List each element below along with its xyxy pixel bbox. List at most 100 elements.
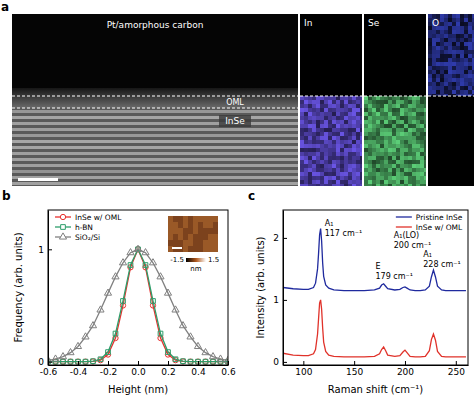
map-pixel	[332, 156, 336, 160]
map-pixel	[400, 132, 404, 136]
map-pixel	[440, 46, 444, 50]
map-pixel	[420, 180, 424, 184]
map-pixel	[396, 128, 400, 132]
map-pixel	[372, 144, 376, 148]
map-pixel	[320, 128, 324, 132]
map-pixel	[448, 50, 452, 54]
map-pixel	[440, 62, 444, 66]
axis: 012	[273, 211, 287, 368]
map-pixel	[436, 30, 440, 34]
map-pixel	[448, 66, 452, 70]
map-pixel	[416, 168, 420, 172]
tick-mark	[283, 300, 287, 301]
inset-pixel	[198, 216, 203, 222]
map-pixel	[352, 124, 356, 128]
map-pixel	[396, 164, 400, 168]
map-pixel	[456, 86, 460, 90]
map-pixel	[360, 164, 362, 168]
map-pixel	[416, 112, 420, 116]
map-pixel	[452, 14, 456, 18]
map-label: Se	[368, 18, 380, 28]
axis: 01	[38, 211, 52, 368]
map-pixel	[464, 38, 468, 42]
map-pixel	[428, 34, 432, 38]
tick-label: 150	[346, 367, 363, 377]
map-pixel	[324, 124, 328, 128]
map-pixel	[360, 136, 362, 140]
map-pixel	[400, 156, 404, 160]
map-pixel	[408, 124, 412, 128]
map-pixel	[372, 116, 376, 120]
axis-title: Raman shift (cm⁻¹)	[328, 384, 423, 395]
map-pixel	[348, 132, 352, 136]
map-pixel	[452, 62, 456, 66]
map-pixel	[416, 156, 420, 160]
map-pixel	[396, 112, 400, 116]
map-pixel	[356, 156, 360, 160]
map-pixel	[436, 66, 440, 70]
map-pixel	[412, 184, 416, 186]
map-pixel	[328, 184, 332, 186]
map-pixel	[300, 136, 304, 140]
map-pixel	[332, 168, 336, 172]
map-pixel	[404, 184, 408, 186]
map-pixel	[440, 18, 444, 22]
map-pixel	[320, 124, 324, 128]
map-pixel	[356, 140, 360, 144]
map-pixel	[408, 144, 412, 148]
map-pixel	[452, 26, 456, 30]
map-pixel	[472, 62, 474, 66]
marker	[172, 306, 179, 312]
map-pixel	[360, 120, 362, 124]
map-pixel	[320, 160, 324, 164]
map-pixel	[452, 66, 456, 70]
map-pixel	[364, 144, 368, 148]
map-pixel	[384, 128, 388, 132]
map-pixel	[376, 116, 380, 120]
map-pixel	[336, 172, 340, 176]
axis-title: Intensity (arb. units)	[255, 236, 266, 338]
map-pixel	[336, 100, 340, 104]
map-pixel	[312, 96, 316, 100]
marker	[157, 273, 164, 279]
map-pixel	[364, 172, 368, 176]
map-pixel	[424, 116, 426, 120]
axis-line	[283, 211, 284, 366]
map-pixel	[424, 132, 426, 136]
map-pixel	[376, 136, 380, 140]
map-pixel	[324, 168, 328, 172]
map-pixel	[456, 90, 460, 94]
map-pixel	[312, 140, 316, 144]
annotation: A₁	[423, 250, 432, 259]
marker	[104, 289, 111, 295]
map-pixel	[472, 14, 474, 18]
map-pixel	[344, 180, 348, 184]
map-pixel	[344, 156, 348, 160]
map-pixel	[460, 30, 464, 34]
map-pixel	[344, 168, 348, 172]
map-pixel	[368, 108, 372, 112]
map-pixel	[340, 120, 344, 124]
map-pixel	[396, 184, 400, 186]
map-pixel	[392, 172, 396, 176]
tick: 150	[346, 361, 363, 377]
map-pixel	[312, 160, 316, 164]
map-pixel	[384, 112, 388, 116]
map-pixel	[460, 42, 464, 46]
map-pixel	[320, 104, 324, 108]
map-pixel	[472, 22, 474, 26]
series-line	[48, 249, 228, 361]
map-pixel	[432, 58, 436, 62]
axis-line	[48, 211, 49, 366]
map-pixel	[372, 104, 376, 108]
map-pixel	[392, 132, 396, 136]
inset-pixel	[213, 234, 218, 240]
map-pixel	[432, 46, 436, 50]
inset-pixel	[173, 222, 178, 228]
map-pixel	[380, 116, 384, 120]
map-pixel	[408, 136, 412, 140]
map-pixel	[420, 116, 424, 120]
map-pixel	[380, 152, 384, 156]
map-pixel	[332, 124, 336, 128]
map-pixel	[472, 74, 474, 78]
